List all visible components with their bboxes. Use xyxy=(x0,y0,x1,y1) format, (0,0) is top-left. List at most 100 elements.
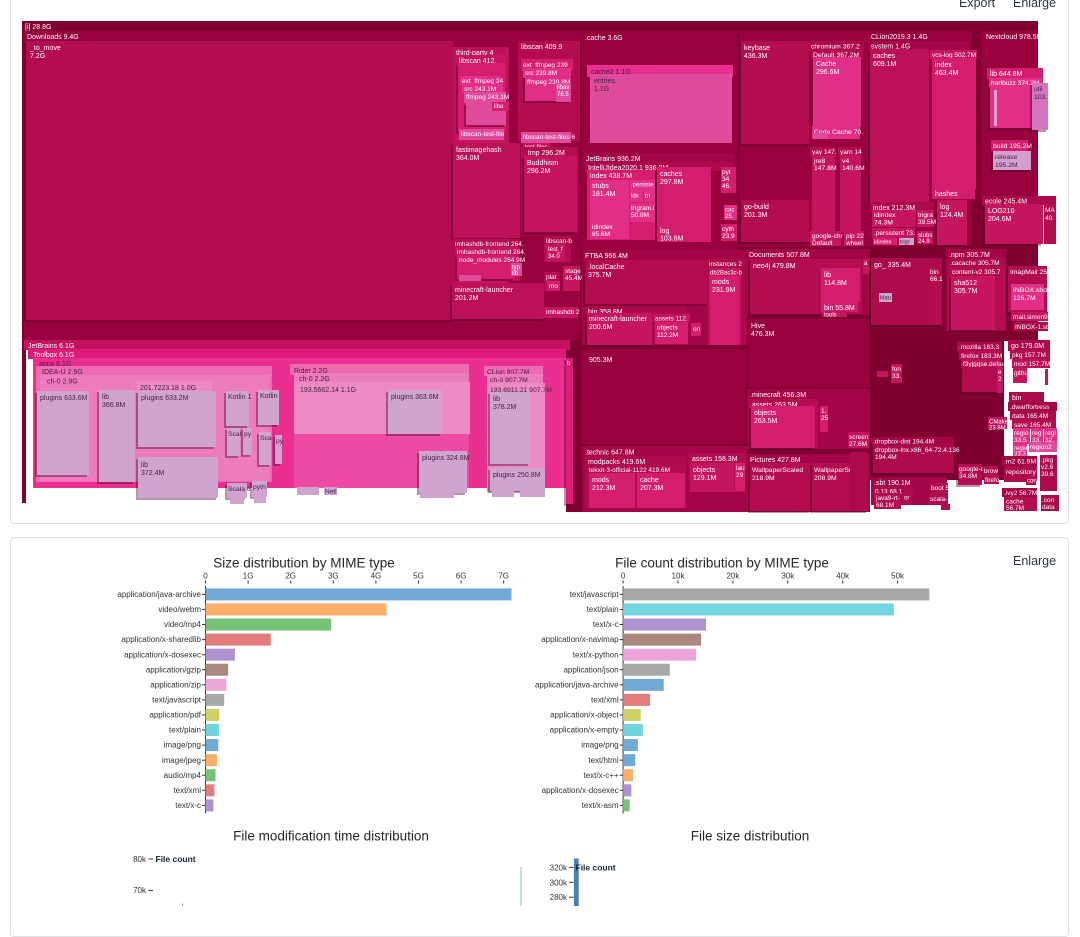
svg-text:mods: mods xyxy=(592,477,610,484)
svg-text:Default 367.2M: Default 367.2M xyxy=(813,52,859,59)
svg-text:assets 263.5M: assets 263.5M xyxy=(752,402,798,409)
svg-text:screen: screen xyxy=(849,434,869,441)
svg-text:.cache 3.6G: .cache 3.6G xyxy=(585,35,623,42)
svg-text:ffmpeg 243.1M: ffmpeg 243.1M xyxy=(466,94,509,101)
svg-text:25: 25 xyxy=(821,415,829,422)
svg-text:66.1: 66.1 xyxy=(930,276,943,283)
svg-text:INBOX.sbd: INBOX.sbd xyxy=(1013,287,1047,294)
svg-text:mod 157.7M: mod 157.7M xyxy=(1014,361,1050,368)
svg-text:idindex: idindex xyxy=(874,212,896,219)
svg-text:idx: idx xyxy=(631,194,639,200)
svg-text:lib: lib xyxy=(141,462,148,469)
svg-text:text/x-asm: text/x-asm xyxy=(582,801,619,810)
svg-text:300k: 300k xyxy=(550,878,568,887)
svg-text:brow: brow xyxy=(984,468,998,475)
svg-text:trigram.i: trigram.i xyxy=(631,205,654,212)
svg-text:85.6M: 85.6M xyxy=(592,231,610,238)
svg-text:objects: objects xyxy=(754,410,777,417)
svg-text:build 195.2M: build 195.2M xyxy=(993,143,1032,150)
svg-text:INBOX-1.sbd: INBOX-1.sbd xyxy=(1015,324,1054,331)
svg-text:mail.simon98: mail.simon98 xyxy=(1013,314,1052,321)
svg-text:32.: 32. xyxy=(1045,437,1054,444)
svg-text:208.9M: 208.9M xyxy=(814,475,837,482)
svg-text:IDEA-U 2.9G: IDEA-U 2.9G xyxy=(42,369,83,376)
svg-text:ecole 245.4M: ecole 245.4M xyxy=(985,199,1027,206)
svg-text:imhashdb 2: imhashdb 2 xyxy=(546,309,580,316)
svg-text:objects: objects xyxy=(693,467,716,474)
svg-text:124.4M: 124.4M xyxy=(940,212,964,219)
svg-text:src 239.8M: src 239.8M xyxy=(525,70,557,77)
svg-text:Scal: Scal xyxy=(228,431,242,438)
svg-text:typ: typ xyxy=(512,265,521,271)
svg-text:data 165.4M: data 165.4M xyxy=(1012,413,1048,420)
svg-text:hashes: hashes xyxy=(935,191,958,198)
svg-text:cac: cac xyxy=(725,208,734,214)
svg-text:1G: 1G xyxy=(243,572,254,581)
svg-text:40k: 40k xyxy=(836,572,850,581)
svg-text:system 1.4G: system 1.4G xyxy=(871,44,910,51)
svg-text:lib: lib xyxy=(102,394,109,401)
svg-text:bin 55.8M: bin 55.8M xyxy=(824,305,855,312)
svg-text:java9-rt-: java9-rt- xyxy=(875,495,900,502)
svg-text:4G: 4G xyxy=(371,572,382,581)
svg-text:dropbox-lnx.x86_64-72.4.136: dropbox-lnx.x86_64-72.4.136 xyxy=(875,447,960,454)
svg-text:entries: entries xyxy=(594,78,616,85)
svg-text:27.6M: 27.6M xyxy=(849,441,867,448)
svg-text:476.3M: 476.3M xyxy=(751,331,775,338)
svg-text:ImapMail 256.: ImapMail 256. xyxy=(1010,269,1053,276)
svg-text:e: e xyxy=(998,370,1002,376)
svg-text:297.8M: 297.8M xyxy=(660,179,684,186)
svg-text:text/javascript: text/javascript xyxy=(570,590,620,599)
svg-text:74.3M: 74.3M xyxy=(874,220,893,227)
svg-text:text/xml: text/xml xyxy=(591,695,619,704)
svg-text:text/javascript: text/javascript xyxy=(152,695,202,704)
svg-text:mods: mods xyxy=(712,279,730,286)
svg-text:tools: tools xyxy=(824,313,837,319)
svg-text:cache2 1.1G: cache2 1.1G xyxy=(591,69,631,76)
svg-text:33.: 33. xyxy=(1032,437,1041,444)
svg-text:f3yjgqse.defau: f3yjgqse.defau xyxy=(963,361,1006,368)
svg-text:WallpaperScaled: WallpaperScaled xyxy=(752,467,803,474)
svg-text:56.7M: 56.7M xyxy=(1006,505,1024,512)
svg-text:193.5662.14 1.1G: 193.5662.14 1.1G xyxy=(300,387,356,394)
svg-text:372.4M: 372.4M xyxy=(141,470,165,477)
svg-text:firefo: firefo xyxy=(985,477,1000,484)
svg-text:imhashdb-frontend 264.: imhashdb-frontend 264. xyxy=(457,249,526,256)
svg-text:libav: libav xyxy=(557,85,569,91)
svg-text:201.2M: 201.2M xyxy=(455,295,479,302)
svg-text:content-v2 305.7: content-v2 305.7 xyxy=(952,269,1001,276)
svg-text:application/x-empty: application/x-empty xyxy=(550,726,619,735)
svg-text:save 165.4M: save 165.4M xyxy=(1014,422,1051,429)
svg-text:pkg 157.7M: pkg 157.7M xyxy=(1012,352,1046,359)
svg-text:wheel: wheel xyxy=(845,240,864,247)
svg-text:libscan-test-files 6: libscan-test-files 6 xyxy=(523,134,575,141)
svg-text:node_modules 264.9M: node_modules 264.9M xyxy=(459,257,525,264)
svg-text:assets 112.: assets 112. xyxy=(655,316,688,323)
svg-text:ffmpeg 239.8M: ffmpeg 239.8M xyxy=(527,79,570,86)
svg-text:video/webm: video/webm xyxy=(158,605,201,614)
svg-text:lib 644.8M: lib 644.8M xyxy=(990,71,1022,78)
svg-text:.technic 647.8M: .technic 647.8M xyxy=(585,450,635,457)
svg-text:Toolbox 6.1G: Toolbox 6.1G xyxy=(33,352,74,359)
svg-text:Scala 6: Scala 6 xyxy=(228,486,251,493)
svg-text:Pictures 427.8M: Pictures 427.8M xyxy=(750,457,801,464)
svg-text:JetBrains 936.2M: JetBrains 936.2M xyxy=(586,156,641,163)
svg-text:20k: 20k xyxy=(726,572,740,581)
svg-text:147.8M: 147.8M xyxy=(814,165,837,172)
svg-text:boot 5: boot 5 xyxy=(931,485,949,492)
svg-text:34.0: 34.0 xyxy=(548,254,560,260)
svg-text:375.7M: 375.7M xyxy=(588,272,612,279)
svg-text:68.1M: 68.1M xyxy=(876,502,894,509)
svg-text:1.: 1. xyxy=(821,408,827,415)
svg-text:33.5: 33.5 xyxy=(1014,437,1027,444)
svg-text:lib: lib xyxy=(512,271,519,277)
svg-text:db2Bac3c-b: db2Bac3c-b xyxy=(710,271,743,277)
svg-text:image/jpeg: image/jpeg xyxy=(162,756,201,765)
svg-text:go_ 335.4M: go_ 335.4M xyxy=(874,262,911,269)
svg-text:231.9M: 231.9M xyxy=(712,287,736,294)
svg-text:go 179.0M: go 179.0M xyxy=(1011,343,1044,350)
svg-text:application/x-navimap: application/x-navimap xyxy=(541,635,619,644)
svg-text:195.2M: 195.2M xyxy=(995,162,1018,169)
svg-text:609.1M: 609.1M xyxy=(873,61,897,68)
svg-text:src 243.1M: src 243.1M xyxy=(464,86,496,93)
